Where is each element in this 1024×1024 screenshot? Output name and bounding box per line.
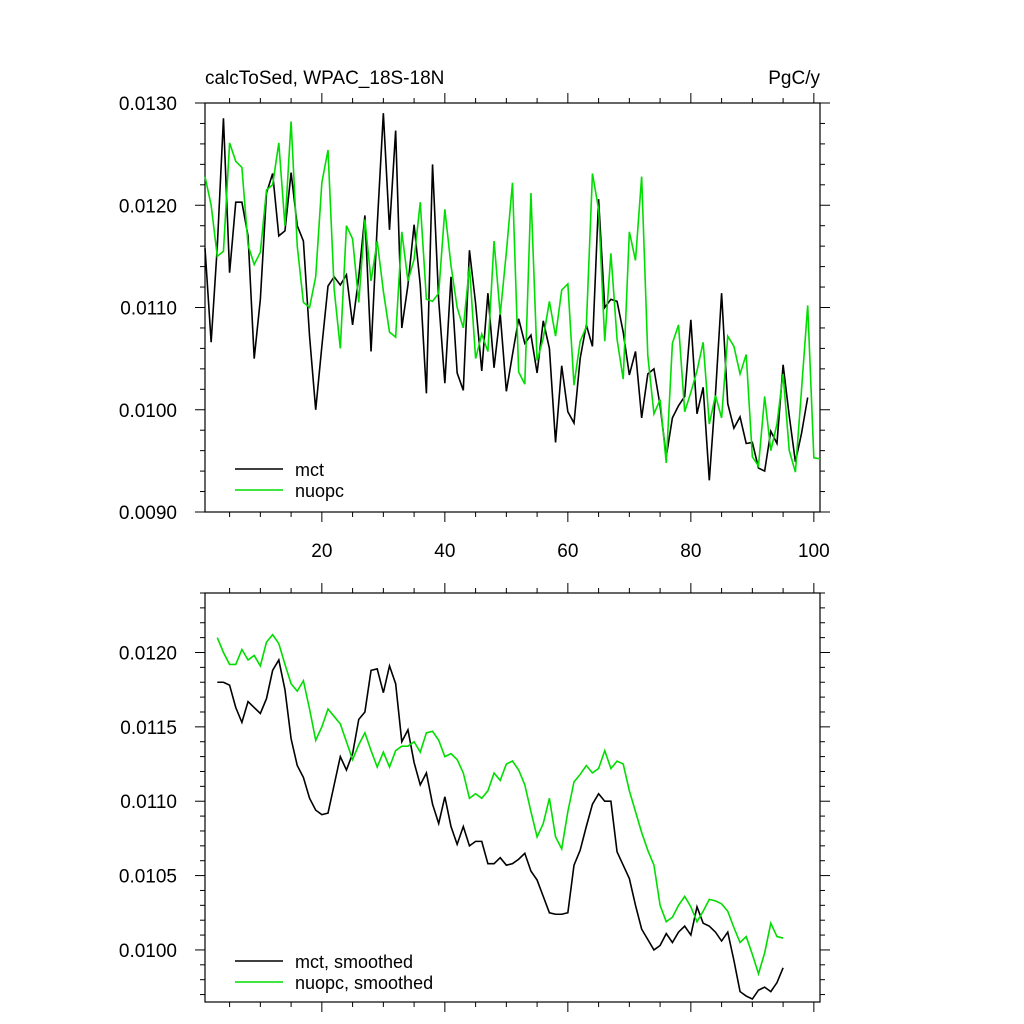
bottom-y-tick-label: 0.0100 [119, 941, 177, 962]
bottom-panel: 0.0100 0.0105 0.0110 0.0115 0.0120 mct, smoo… [119, 583, 830, 1012]
top-plot-frame [204, 102, 821, 513]
bottom-legend: mct, smoothed nuopc, smoothed [235, 952, 433, 993]
top-x-tick-label: 100 [798, 541, 830, 562]
top-panel: calcToSed, WPAC_18S-18N PgC/y 20 40 60 80 10… [119, 68, 830, 562]
top-chart-title: calcToSed, WPAC_18S-18N [205, 68, 444, 89]
top-series-line-1 [204, 121, 821, 473]
bottom-y-tick-label: 0.0105 [119, 867, 177, 888]
bottom-y-tick-label: 0.0115 [120, 718, 177, 739]
bottom-legend-label-mct: mct, smoothed [295, 952, 413, 972]
top-legend-label-mct: mct [295, 460, 324, 480]
top-chart-units: PgC/y [768, 68, 820, 89]
top-series-lines [204, 113, 821, 481]
top-y-tick-label: 0.0110 [120, 299, 177, 320]
top-y-tick-label: 0.0090 [119, 503, 177, 524]
top-y-tick-label: 0.0130 [119, 94, 177, 115]
bottom-plot-frame [204, 592, 821, 1003]
top-series-line-0 [204, 113, 809, 481]
bottom-y-tick-label: 0.0120 [119, 643, 177, 664]
top-x-tick-label: 80 [680, 541, 701, 562]
top-x-tick-label: 40 [434, 541, 455, 562]
top-y-tick-label: 0.0120 [119, 196, 177, 217]
bottom-axis-ticks: 0.0100 0.0105 0.0110 0.0115 0.0120 [119, 583, 830, 1012]
top-legend: mct nuopc [235, 460, 344, 501]
top-y-tick-label: 0.0100 [119, 401, 177, 422]
bottom-series-line-0 [217, 657, 784, 1001]
bottom-y-tick-label: 0.0110 [120, 792, 177, 813]
top-x-tick-label: 60 [557, 541, 578, 562]
top-x-tick-label: 20 [311, 541, 332, 562]
top-legend-label-nuopc: nuopc [295, 481, 344, 501]
top-axis-ticks: 20 40 60 80 100 0.0090 0.0100 0.0110 0.0120 0.013… [119, 93, 830, 562]
bottom-legend-label-nuopc: nuopc, smoothed [295, 973, 433, 993]
bottom-series-line-1 [216, 633, 784, 977]
bottom-series-lines [216, 633, 784, 1001]
